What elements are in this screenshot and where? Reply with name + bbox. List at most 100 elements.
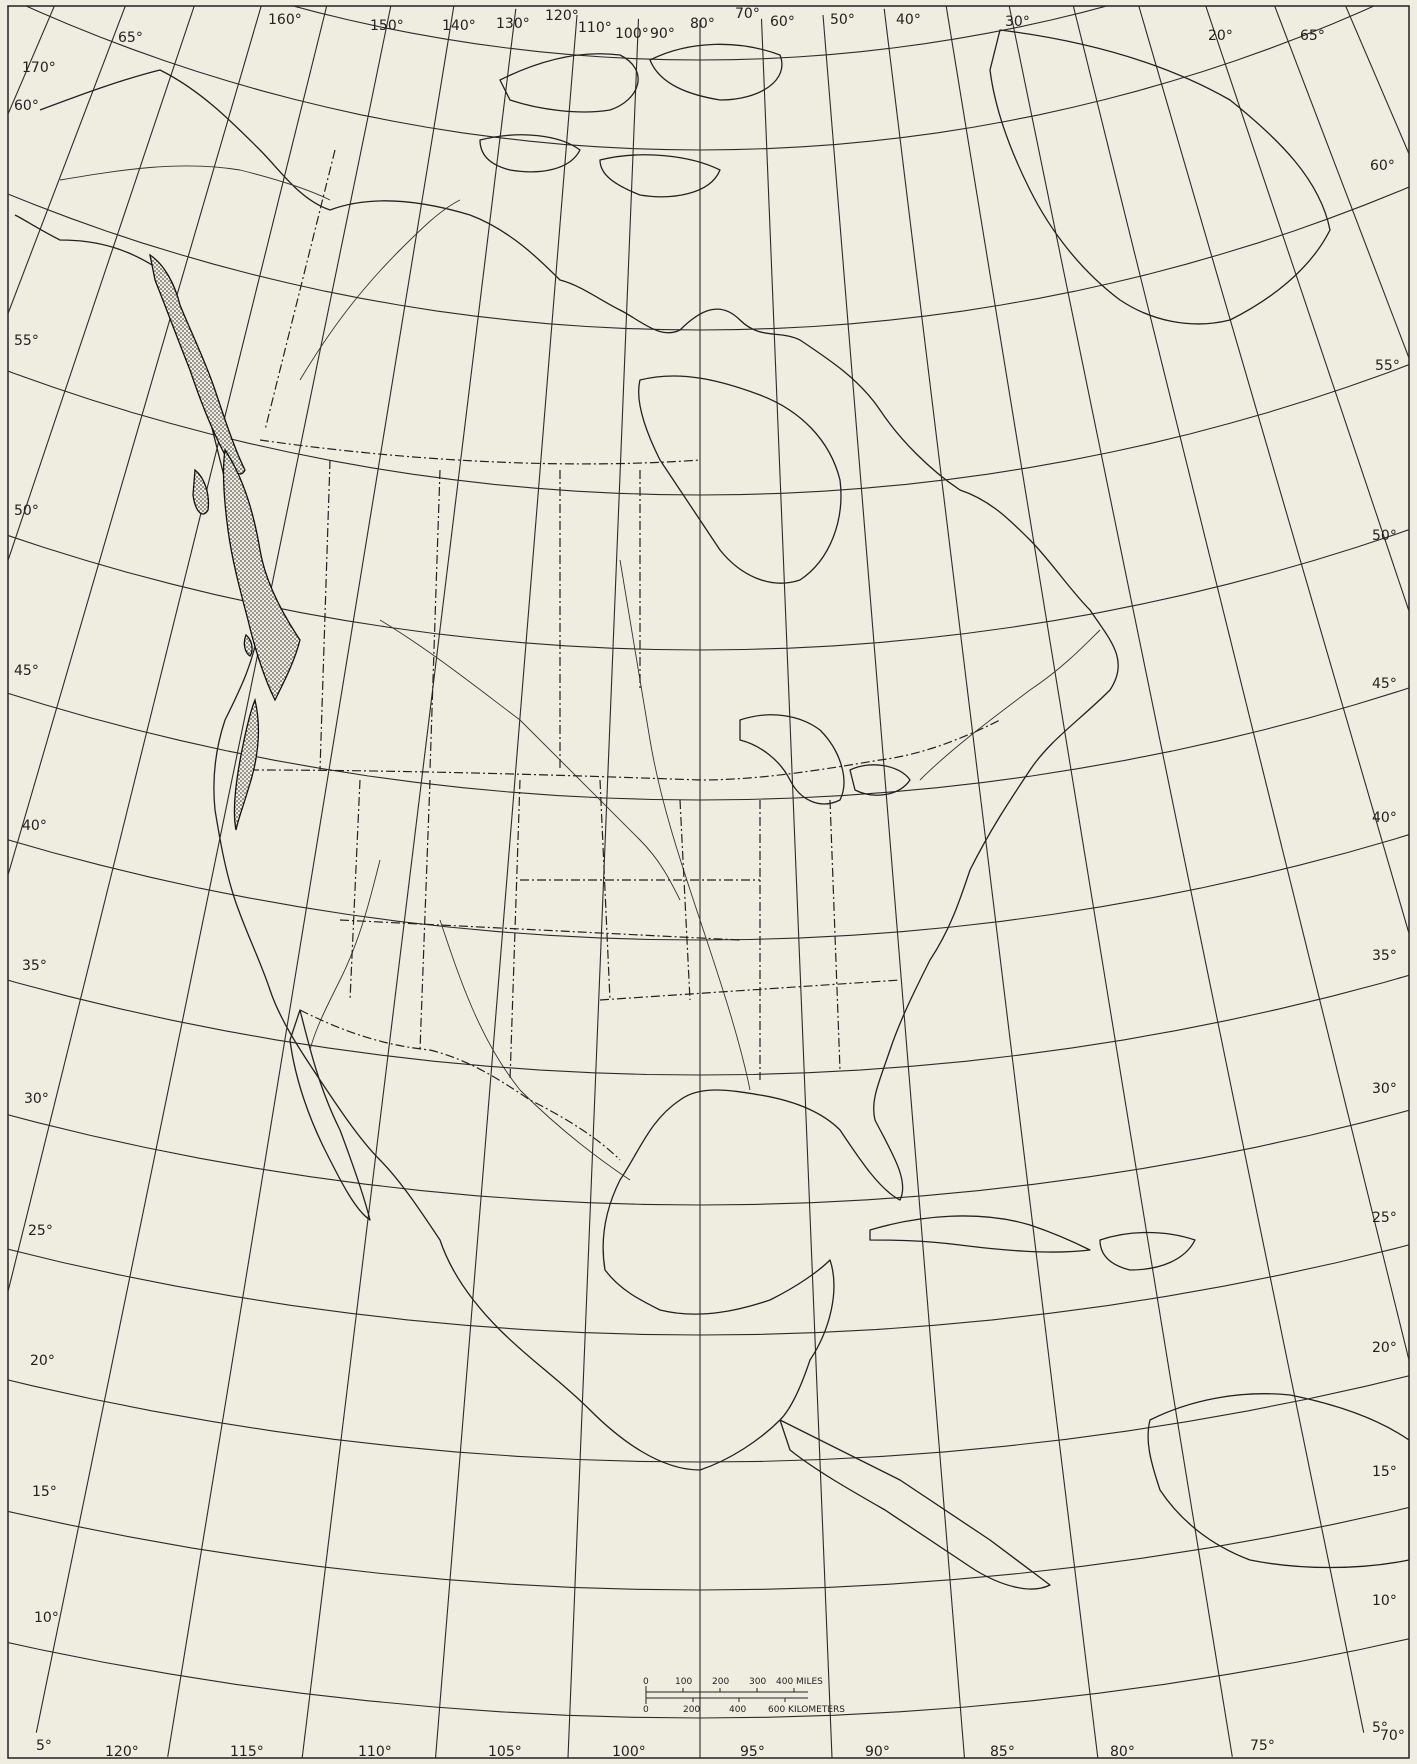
state-borders-east bbox=[339, 799, 901, 1080]
meridian-line bbox=[883, 8, 1099, 1758]
meridian-line bbox=[434, 14, 578, 1758]
meridian-label: 115° bbox=[230, 1744, 264, 1760]
meridian-line bbox=[8, 6, 126, 316]
great-lakes bbox=[739, 714, 911, 805]
parallel-label: 15° bbox=[1372, 1464, 1397, 1480]
parallel-label: 60° bbox=[14, 98, 39, 114]
scale-km-600: 600 KILOMETERS bbox=[768, 1705, 845, 1715]
meridian-line bbox=[822, 14, 966, 1758]
meridian-line bbox=[8, 6, 195, 563]
rivers bbox=[59, 165, 1101, 1181]
parallel-label: 45° bbox=[1372, 676, 1397, 692]
scale-miles-0: 0 bbox=[643, 1677, 649, 1687]
meridian-label: 70° bbox=[1380, 1728, 1405, 1744]
canada-province-borders bbox=[259, 439, 701, 771]
arctic-islands bbox=[479, 43, 783, 198]
parallel-label: 25° bbox=[28, 1223, 53, 1239]
parallel-label: 65° bbox=[118, 30, 143, 46]
scale-bar: 0 100 200 300 400 MILES 0 200 400 600 KI… bbox=[643, 1677, 845, 1715]
top-meridian-labels: 170° 160° 150° 140° 130° 120° 110° 100° … bbox=[22, 6, 1233, 76]
meridian-label: 100° bbox=[612, 1744, 646, 1760]
parallel-label: 5° bbox=[1372, 1720, 1388, 1736]
meridian-label: 160° bbox=[268, 12, 302, 28]
left-parallel-labels: 65° 60° 55° 50° 45° 40° 35° 30° 25° 20° … bbox=[14, 30, 143, 1754]
parallel-label: 40° bbox=[1372, 810, 1397, 826]
parallel-label: 15° bbox=[32, 1484, 57, 1500]
parallel-label: 20° bbox=[1372, 1340, 1397, 1356]
meridian-label: 75° bbox=[1250, 1738, 1275, 1754]
meridian-line bbox=[8, 6, 262, 878]
parallels-grid bbox=[8, 6, 1409, 1719]
meridian-label: 60° bbox=[770, 14, 795, 30]
state-borders-west bbox=[349, 779, 691, 1081]
meridian-label: 100° bbox=[615, 26, 649, 42]
meridian-line bbox=[945, 6, 1233, 1757]
meridian-line bbox=[567, 18, 640, 1758]
meridian-line bbox=[1138, 6, 1409, 936]
meridian-line bbox=[1072, 6, 1409, 1363]
range-area-north bbox=[149, 253, 246, 475]
parallel-label: 20° bbox=[30, 1353, 55, 1369]
species-range-stippled bbox=[149, 253, 301, 831]
meridian-label: 40° bbox=[896, 12, 921, 28]
scale-miles-300: 300 bbox=[749, 1677, 766, 1687]
cuba-coast bbox=[869, 1215, 1091, 1253]
parallel-line bbox=[8, 1244, 1409, 1336]
meridian-line bbox=[1345, 6, 1409, 156]
meridian-label: 70° bbox=[735, 6, 760, 22]
hispaniola-coast bbox=[1099, 1231, 1196, 1271]
us-canada-border bbox=[249, 719, 1001, 781]
meridian-line bbox=[8, 6, 328, 1294]
scale-miles-100: 100 bbox=[675, 1677, 692, 1687]
scale-km-400: 400 bbox=[729, 1705, 746, 1715]
missouri-river bbox=[379, 619, 681, 901]
range-area-central bbox=[222, 448, 301, 702]
meridian-line bbox=[1205, 6, 1409, 613]
meridian-label: 120° bbox=[545, 8, 579, 24]
scale-km-0: 0 bbox=[643, 1705, 649, 1715]
coastline bbox=[14, 29, 1410, 1590]
meridian-line bbox=[35, 6, 392, 1733]
parallel-label: 10° bbox=[34, 1610, 59, 1626]
meridian-label: 80° bbox=[1110, 1744, 1135, 1760]
parallel-label: 30° bbox=[24, 1091, 49, 1107]
political-borders bbox=[249, 149, 1001, 1161]
parallel-label: 55° bbox=[14, 333, 39, 349]
meridian-label: 50° bbox=[830, 12, 855, 28]
meridian-label: 170° bbox=[22, 60, 56, 76]
meridian-label: 80° bbox=[690, 16, 715, 32]
mississippi-river bbox=[619, 559, 751, 1091]
meridian-line bbox=[167, 6, 455, 1757]
rio-grande bbox=[439, 919, 631, 1181]
meridian-label: 85° bbox=[990, 1744, 1015, 1760]
scale-km-200: 200 bbox=[683, 1705, 700, 1715]
parallel-line bbox=[8, 1506, 1409, 1591]
st-lawrence-river bbox=[919, 629, 1101, 781]
parallel-label: 40° bbox=[22, 818, 47, 834]
meridian-label: 95° bbox=[740, 1744, 765, 1760]
parallel-line bbox=[8, 687, 1409, 801]
range-island-1 bbox=[192, 468, 210, 515]
parallel-label: 55° bbox=[1375, 358, 1400, 374]
map-frame bbox=[7, 5, 1410, 1759]
meridian-line bbox=[1410, 0, 1417, 1418]
range-island-2 bbox=[243, 633, 253, 657]
meridian-label: 30° bbox=[1005, 14, 1030, 30]
parallel-label: 45° bbox=[14, 663, 39, 679]
scale-miles-400: 400 MILES bbox=[776, 1677, 823, 1687]
parallel-label: 60° bbox=[1370, 158, 1395, 174]
parallel-line bbox=[8, 974, 1409, 1076]
meridian-label: 90° bbox=[650, 26, 675, 42]
parallel-label: 30° bbox=[1372, 1081, 1397, 1097]
meridian-line bbox=[1274, 6, 1409, 360]
meridian-label: 120° bbox=[105, 1744, 139, 1760]
right-parallel-labels: 65° 60° 55° 50° 45° 40° 35° 30° 25° 20° … bbox=[1300, 28, 1400, 1736]
parallel-label: 50° bbox=[1372, 528, 1397, 544]
meridian-label: 140° bbox=[442, 18, 476, 34]
parallel-label: 25° bbox=[1372, 1210, 1397, 1226]
meridian-line bbox=[760, 18, 833, 1758]
parallel-line bbox=[8, 1375, 1409, 1463]
